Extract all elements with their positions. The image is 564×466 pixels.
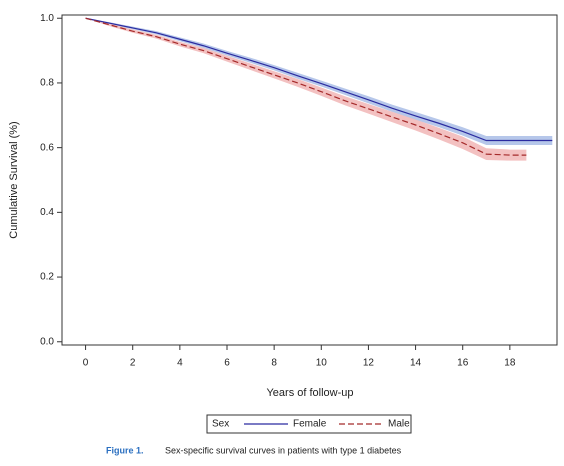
confidence-band bbox=[85, 18, 553, 146]
x-tick-label: 14 bbox=[410, 358, 422, 369]
x-tick-label: 18 bbox=[504, 358, 516, 369]
legend-label: Female bbox=[293, 419, 327, 430]
caption-text: Sex-specific survival curves in patients… bbox=[165, 445, 402, 455]
x-tick-label: 4 bbox=[177, 358, 183, 369]
legend-box bbox=[206, 414, 412, 434]
survival-line bbox=[85, 17, 527, 156]
y-axis-title: Cumulative Survival (%) bbox=[8, 121, 20, 238]
legend-label: Male bbox=[388, 419, 410, 430]
y-tick-label: 0.2 bbox=[40, 272, 54, 283]
x-tick-label: 16 bbox=[457, 358, 469, 369]
x-tick-label: 6 bbox=[224, 358, 230, 369]
survival-line bbox=[85, 17, 553, 142]
x-tick-label: 8 bbox=[271, 358, 277, 369]
y-tick-label: 0.8 bbox=[40, 78, 54, 89]
caption-label: Figure 1. bbox=[106, 445, 144, 455]
x-axis-title: Years of follow-up bbox=[266, 387, 353, 399]
y-tick-label: 0.6 bbox=[40, 142, 54, 153]
y-tick-label: 0.0 bbox=[40, 336, 54, 347]
plot-frame bbox=[61, 14, 558, 346]
x-tick-label: 2 bbox=[130, 358, 136, 369]
x-tick-label: 10 bbox=[316, 358, 328, 369]
confidence-band bbox=[85, 18, 527, 161]
x-tick-label: 0 bbox=[83, 358, 89, 369]
legend-title: Sex bbox=[212, 419, 229, 430]
y-tick-label: 1.0 bbox=[40, 13, 54, 24]
x-tick-label: 12 bbox=[363, 358, 375, 369]
y-tick-label: 0.4 bbox=[40, 207, 54, 218]
